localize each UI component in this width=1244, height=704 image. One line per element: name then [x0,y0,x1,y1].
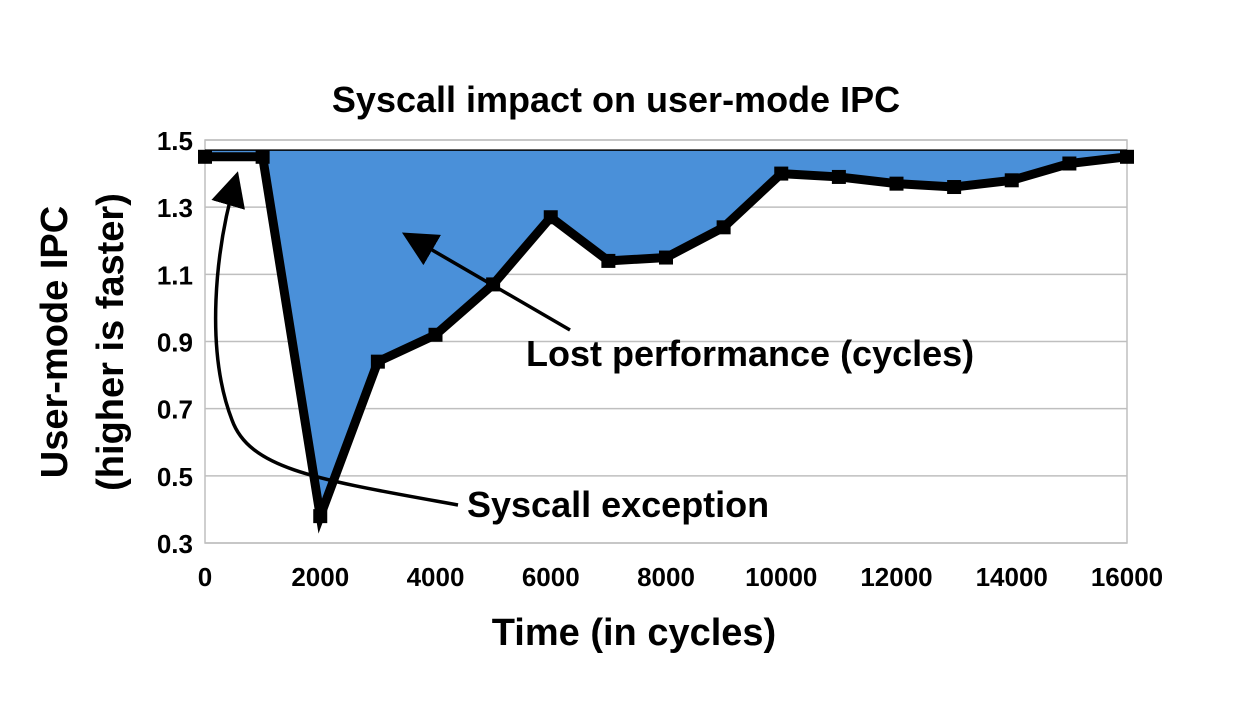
data-point-0 [198,149,212,164]
x-tick-label: 4000 [407,562,465,592]
y-tick-label: 0.9 [157,328,193,358]
x-axis-title: Time (in cycles) [492,612,776,654]
data-point-6 [543,210,558,225]
data-point-1 [255,149,270,164]
lost-performance-label: Lost performance (cycles) [526,333,974,374]
y-axis-title-line2: (higher is faster) [90,193,132,491]
data-point-11 [831,169,846,184]
data-point-13 [947,180,962,195]
x-axis-ticks: 0 2000 4000 6000 8000 10000 12000 14000 16000 [198,562,1163,592]
data-point-9 [716,220,731,235]
x-tick-label: 8000 [637,562,695,592]
data-point-7 [601,253,616,268]
x-tick-label: 2000 [291,562,349,592]
data-point-10 [774,166,789,181]
y-tick-label: 1.1 [157,260,193,290]
x-tick-label: 6000 [522,562,580,592]
syscall-exception-label: Syscall exception [467,484,769,525]
data-point-3 [370,354,385,369]
data-point-2 [313,509,328,524]
plot-frame [204,139,1128,544]
y-tick-label: 0.7 [157,395,193,425]
x-tick-label: 12000 [860,562,932,592]
data-point-14 [1004,173,1019,188]
y-tick-label: 0.3 [157,529,193,559]
data-point-12 [889,176,904,191]
y-tick-label: 1.5 [157,126,193,156]
x-tick-label: 16000 [1091,562,1163,592]
y-axis-title: User-mode IPC (higher is faster) [34,193,132,491]
x-tick-label: 14000 [976,562,1048,592]
syscall-exception-arrow [211,171,459,507]
y-tick-label: 0.5 [157,462,193,492]
data-points [198,149,1134,524]
data-point-8 [659,250,673,265]
y-axis-ticks: 0.3 0.5 0.7 0.9 1.1 1.3 1.5 [157,126,193,559]
data-point-4 [428,327,443,342]
chart-title: Syscall impact on user-mode IPC [332,79,900,120]
x-tick-label: 0 [198,562,212,592]
data-point-16 [1120,149,1134,164]
data-point-15 [1062,156,1077,171]
lost-performance-arrow [401,232,571,332]
y-tick-label: 1.3 [157,193,193,223]
y-axis-title-line1: User-mode IPC [34,206,76,478]
x-tick-label: 10000 [745,562,817,592]
